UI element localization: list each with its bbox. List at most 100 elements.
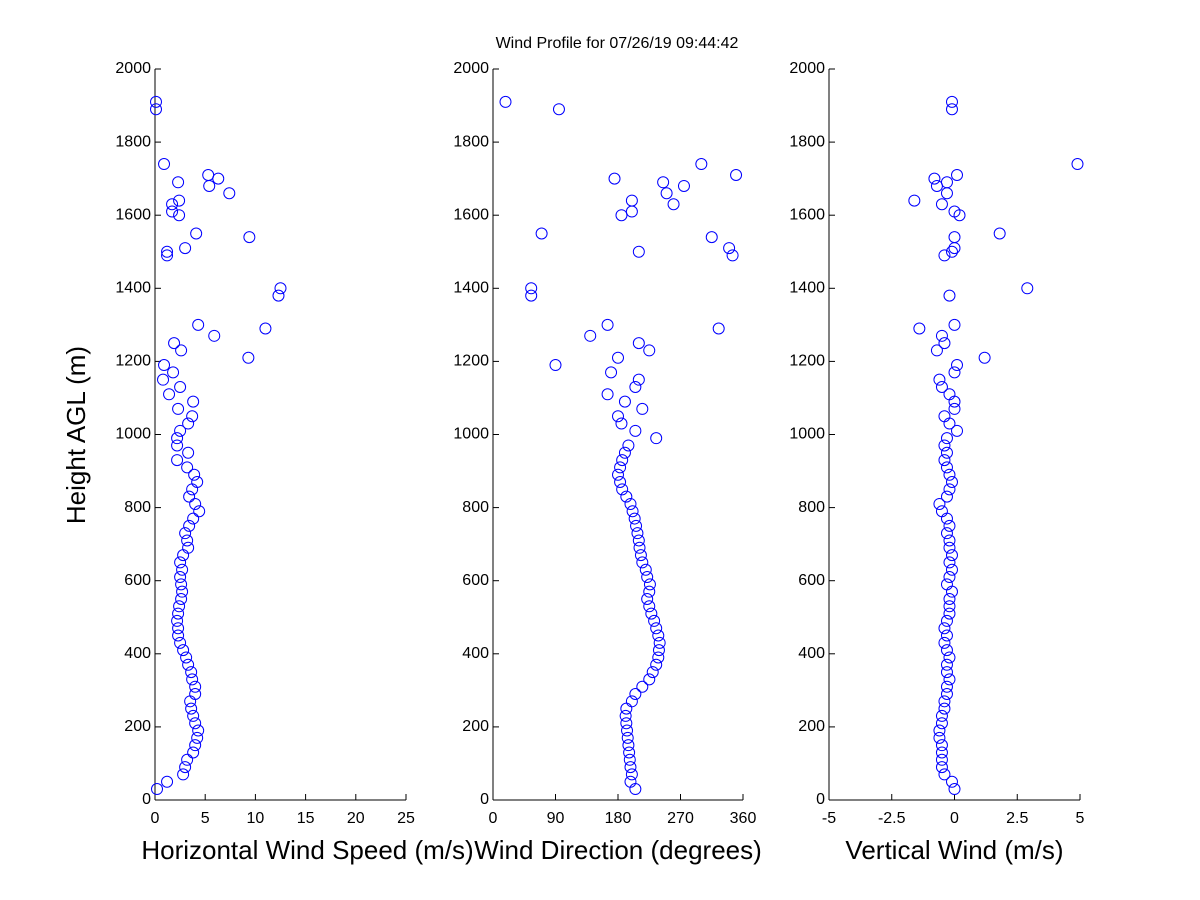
data-point <box>549 359 562 372</box>
data-point <box>174 424 187 437</box>
y-tick-label: 1400 <box>115 280 151 297</box>
x-tick-label: 5 <box>1076 810 1085 827</box>
data-point <box>945 476 958 489</box>
data-point <box>601 318 614 331</box>
data-point <box>935 329 948 342</box>
data-point <box>652 651 665 664</box>
data-point <box>181 461 194 474</box>
data-point <box>645 607 658 620</box>
data-point <box>189 688 202 701</box>
data-point <box>632 245 645 258</box>
data-point <box>940 527 953 540</box>
data-point <box>612 468 624 481</box>
data-point <box>182 541 195 554</box>
data-point <box>535 227 548 240</box>
data-point <box>712 322 725 335</box>
data-point <box>629 688 642 701</box>
y-tick-label: 2000 <box>453 60 489 77</box>
y-axis-label: Height AGL (m) <box>61 346 91 524</box>
data-point <box>943 600 956 613</box>
data-point <box>192 724 205 737</box>
data-point <box>940 461 953 474</box>
data-point <box>632 534 645 547</box>
data-point <box>499 95 512 108</box>
data-point <box>185 702 198 715</box>
y-tick-label: 200 <box>462 718 489 735</box>
data-point <box>189 497 202 510</box>
data-point <box>935 717 948 730</box>
data-point <box>677 179 690 192</box>
y-tick-label: 1400 <box>789 280 825 297</box>
data-point <box>223 187 236 200</box>
y-tick-label: 600 <box>798 572 825 589</box>
data-point <box>948 783 961 796</box>
data-point <box>943 571 956 584</box>
x-tick-label: 25 <box>397 810 415 827</box>
data-point <box>935 380 948 393</box>
data-point <box>172 629 185 642</box>
data-point <box>935 753 948 766</box>
y-tick-label: 400 <box>798 645 825 662</box>
data-point <box>631 527 644 540</box>
data-point <box>943 556 956 569</box>
data-point <box>175 344 188 357</box>
x-tick-label: -2.5 <box>878 810 906 827</box>
data-point <box>625 768 638 781</box>
data-point <box>605 366 618 379</box>
y-tick-label: 1600 <box>115 206 151 223</box>
data-point <box>151 783 164 796</box>
data-point <box>623 753 636 766</box>
x-tick-label: 2.5 <box>1006 810 1028 827</box>
data-point <box>193 505 206 518</box>
data-point <box>908 194 921 207</box>
data-point <box>621 731 634 744</box>
y-tick-label: 400 <box>462 645 489 662</box>
data-point <box>648 614 661 627</box>
y-tick-label: 1600 <box>453 206 489 223</box>
data-point <box>632 337 645 350</box>
data-point <box>601 388 614 401</box>
data-point <box>940 680 953 693</box>
data-point <box>935 505 948 518</box>
data-point <box>525 282 538 295</box>
data-point <box>183 519 196 532</box>
data-point <box>161 775 174 788</box>
data-point <box>176 585 189 598</box>
data-point <box>172 176 185 189</box>
data-point <box>608 172 621 185</box>
y-tick-label: 800 <box>798 499 825 516</box>
data-point <box>612 351 624 364</box>
data-point <box>618 446 631 459</box>
data-point <box>935 761 948 774</box>
data-point <box>614 461 627 474</box>
data-point <box>636 556 649 569</box>
data-point <box>943 534 956 547</box>
data-point <box>618 395 631 408</box>
data-point <box>625 695 638 708</box>
data-point <box>612 410 624 423</box>
data-point <box>948 366 961 379</box>
data-point <box>723 242 736 255</box>
data-point <box>176 563 189 576</box>
data-point <box>525 289 538 302</box>
data-point <box>943 592 956 605</box>
data-point <box>945 95 958 108</box>
x-tick-label: 20 <box>347 810 365 827</box>
data-point <box>173 194 186 207</box>
data-point <box>641 592 654 605</box>
data-point <box>940 688 953 701</box>
data-point <box>187 709 200 722</box>
data-point <box>630 519 643 532</box>
data-point <box>933 373 946 386</box>
data-point <box>584 329 597 342</box>
data-point <box>660 187 673 200</box>
data-point <box>242 351 255 364</box>
data-point <box>935 746 948 759</box>
x-tick-label: 5 <box>201 810 210 827</box>
y-tick-label: 2000 <box>115 60 151 77</box>
data-point <box>163 388 176 401</box>
y-tick-label: 0 <box>142 791 151 808</box>
data-point <box>943 483 956 496</box>
data-point <box>181 534 194 547</box>
data-point <box>943 607 956 620</box>
